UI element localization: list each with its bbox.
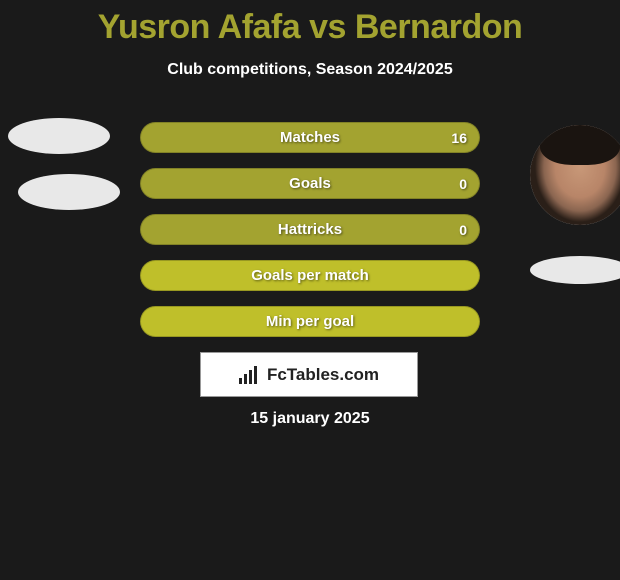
bar-chart-icon	[239, 366, 261, 384]
stat-row-goals-per-match: Goals per match	[140, 260, 480, 291]
avatar-face	[530, 125, 620, 225]
stat-label: Matches	[280, 129, 340, 146]
stat-row-goals: Goals 0	[140, 168, 480, 199]
stat-value-right: 0	[459, 222, 467, 238]
stat-value-right: 0	[459, 176, 467, 192]
stat-row-matches: Matches 16	[140, 122, 480, 153]
stat-row-min-per-goal: Min per goal	[140, 306, 480, 337]
player-right-avatar-2	[530, 256, 620, 284]
stat-label: Hattricks	[278, 221, 342, 238]
stats-container: Matches 16 Goals 0 Hattricks 0 Goals per…	[140, 122, 480, 352]
player-left-avatar-1	[8, 118, 110, 154]
stat-row-hattricks: Hattricks 0	[140, 214, 480, 245]
logo-text: FcTables.com	[267, 365, 379, 385]
stat-label: Goals	[289, 175, 331, 192]
stat-label: Min per goal	[266, 313, 354, 330]
player-right-avatar-1	[530, 125, 620, 225]
page-title: Yusron Afafa vs Bernardon	[0, 0, 620, 47]
footer-date: 15 january 2025	[0, 410, 620, 428]
stat-value-right: 16	[451, 130, 467, 146]
player-left-avatar-2	[18, 174, 120, 210]
subtitle: Club competitions, Season 2024/2025	[0, 61, 620, 79]
stat-label: Goals per match	[251, 267, 369, 284]
fctables-logo: FcTables.com	[200, 352, 418, 397]
